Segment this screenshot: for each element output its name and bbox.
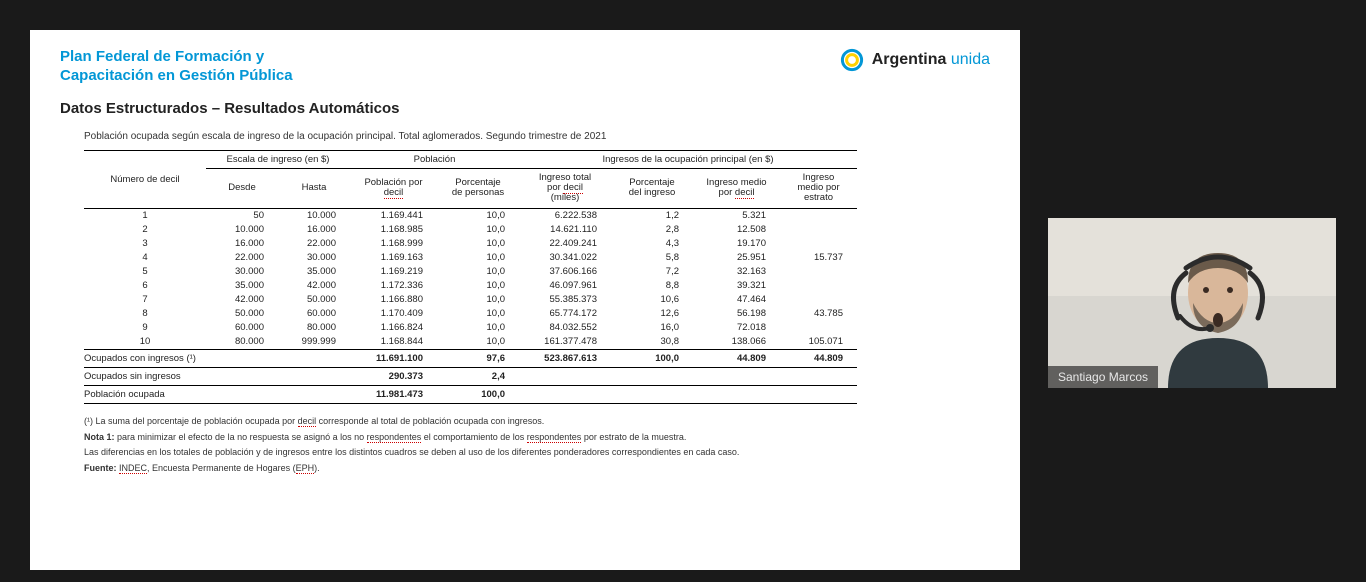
table-summary-row: Población ocupada11.981.473100,0 bbox=[84, 385, 857, 403]
brand-line1: Plan Federal de Formación y bbox=[60, 48, 293, 67]
table-row: 960.00080.0001.166.82410,084.032.55216,0… bbox=[84, 321, 857, 335]
table-row: 742.00050.0001.166.88010,055.385.37310,6… bbox=[84, 293, 857, 307]
presenter-avatar bbox=[1138, 228, 1298, 388]
section-title: Datos Estructurados – Resultados Automát… bbox=[60, 100, 990, 117]
footnotes: (¹) La suma del porcentaje de población … bbox=[84, 416, 990, 475]
col-hasta: Hasta bbox=[278, 168, 350, 208]
footnote-4: Fuente: INDEC, Encuesta Permanente de Ho… bbox=[84, 463, 990, 475]
col-ing-tot: Ingreso totalpor decil(miles) bbox=[519, 168, 611, 208]
footnote-3: Las diferencias en los totales de poblac… bbox=[84, 447, 990, 459]
table-row: 850.00060.0001.170.40910,065.774.17212,6… bbox=[84, 307, 857, 321]
table-group-row: Número de decil Escala de ingreso (en $)… bbox=[84, 150, 857, 168]
grp-poblacion: Población bbox=[350, 150, 519, 168]
col-desde: Desde bbox=[206, 168, 278, 208]
table-row: 530.00035.0001.169.21910,037.606.1667,23… bbox=[84, 265, 857, 279]
table-row: 1080.000999.9991.168.84410,0161.377.4783… bbox=[84, 335, 857, 350]
col-ing-med: Ingreso mediopor decil bbox=[693, 168, 780, 208]
presentation-slide: Plan Federal de Formación y Capacitación… bbox=[30, 30, 1020, 570]
income-decile-table: Número de decil Escala de ingreso (en $)… bbox=[84, 150, 857, 404]
brand-line2: Capacitación en Gestión Pública bbox=[60, 67, 293, 86]
table-row: 15010.0001.169.44110,06.222.5381,25.321 bbox=[84, 208, 857, 223]
brand-title: Plan Federal de Formación y Capacitación… bbox=[60, 48, 293, 86]
brand-arg: Argentina bbox=[872, 51, 947, 68]
slide-header: Plan Federal de Formación y Capacitación… bbox=[60, 48, 990, 86]
col-pct: Porcentajede personas bbox=[437, 168, 519, 208]
grp-escala: Escala de ingreso (en $) bbox=[206, 150, 350, 168]
grp-ingresos: Ingresos de la ocupación principal (en $… bbox=[519, 150, 857, 168]
brand-right-text: Argentina unida bbox=[872, 51, 990, 69]
brand-right: Argentina unida bbox=[840, 48, 990, 72]
table-row: 635.00042.0001.172.33610,046.097.9618,83… bbox=[84, 279, 857, 293]
brand-unida: unida bbox=[951, 51, 990, 68]
table-row: 422.00030.0001.169.16310,030.341.0225,82… bbox=[84, 251, 857, 265]
table-summary-row: Ocupados con ingresos (¹)11.691.10097,65… bbox=[84, 349, 857, 367]
argentina-unida-icon bbox=[840, 48, 864, 72]
col-decil: Número de decil bbox=[84, 150, 206, 208]
footnote-1: (¹) La suma del porcentaje de población … bbox=[84, 416, 990, 428]
webcam-tile[interactable]: Santiago Marcos bbox=[1048, 218, 1336, 388]
footnote-2: Nota 1: para minimizar el efecto de la n… bbox=[84, 432, 990, 444]
col-pob: Población pordecil bbox=[350, 168, 437, 208]
col-pct-ing: Porcentajedel ingreso bbox=[611, 168, 693, 208]
table-summary-row: Ocupados sin ingresos290.3732,4 bbox=[84, 367, 857, 385]
presenter-name-label: Santiago Marcos bbox=[1048, 366, 1158, 388]
table-row: 316.00022.0001.168.99910,022.409.2414,31… bbox=[84, 237, 857, 251]
table-row: 210.00016.0001.168.98510,014.621.1102,81… bbox=[84, 223, 857, 237]
col-estrato: Ingresomedio porestrato bbox=[780, 168, 857, 208]
table-caption: Población ocupada según escala de ingres… bbox=[84, 131, 990, 142]
